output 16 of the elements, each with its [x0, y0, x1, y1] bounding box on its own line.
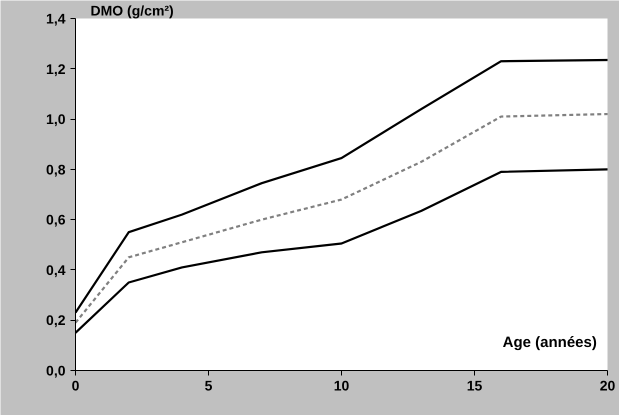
y-tick-label: 1,4 [46, 10, 66, 26]
y-tick-label: 0,8 [46, 161, 66, 178]
x-tick-label: 5 [204, 378, 213, 394]
y-tick-label: 1,0 [46, 111, 66, 128]
y-tick-label: 0,0 [46, 362, 66, 378]
x-tick-label: 15 [466, 378, 482, 394]
y-tick-label: 0,2 [46, 312, 66, 328]
x-tick-label: 10 [334, 378, 350, 394]
x-tick-label: 0 [72, 378, 80, 394]
line-series [76, 112, 608, 324]
x-axis-title: Age (années) [502, 334, 597, 351]
y-tick-label: 0,4 [46, 262, 66, 278]
x-tick-label: 20 [600, 378, 616, 394]
y-tick-label: 1,2 [46, 60, 66, 77]
y-tick-label: 0,6 [46, 212, 66, 228]
y-axis-title: DMO (g/cm²) [90, 2, 174, 18]
